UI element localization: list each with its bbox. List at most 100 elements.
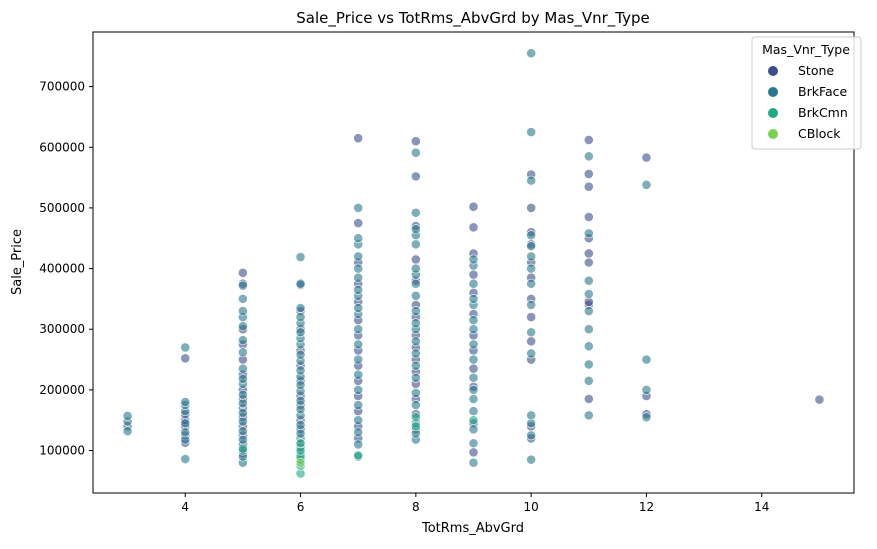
point-brkface-99 [468, 384, 479, 395]
point-brkface-68 [353, 263, 364, 274]
point-brkface-107 [468, 278, 479, 289]
point-brkface-110 [526, 454, 537, 465]
point-brkface-52 [295, 252, 306, 262]
point-brkcmn-9 [410, 412, 421, 423]
x-tick-label-6: 6 [297, 500, 305, 514]
point-brkface-92 [410, 207, 421, 218]
point-brkface-123 [526, 127, 537, 137]
point-brkface-23 [237, 347, 248, 358]
point-brkface-59 [353, 369, 364, 380]
point-brkface-67 [353, 272, 364, 283]
point-brkface-37 [295, 404, 306, 415]
point-brkface-22 [237, 363, 248, 374]
point-brkface-97 [468, 406, 479, 417]
y-tick-label-200000: 200000 [39, 383, 85, 397]
point-brkface-111 [526, 430, 537, 441]
point-stone-77 [526, 312, 537, 322]
point-brkface-58 [353, 384, 364, 395]
point-stone-92 [583, 181, 594, 192]
point-stone-64 [468, 363, 479, 374]
y-axis: 100000 200000 300000 400000 500000 600000 7000… [39, 80, 93, 458]
point-brkface-38 [295, 395, 306, 406]
point-brkface-64 [353, 303, 364, 313]
point-brkface-94 [468, 457, 479, 468]
plot-area [92, 31, 855, 494]
point-stone-85 [583, 394, 594, 404]
point-stone-6 [180, 353, 191, 364]
point-brkface-34 [295, 428, 306, 439]
point-brkface-66 [353, 284, 364, 295]
point-brkface-81 [410, 336, 421, 347]
point-brkface-29 [237, 280, 248, 291]
x-tick-label-12: 12 [639, 500, 654, 514]
point-brkface-0 [122, 426, 133, 437]
point-brkface-49 [295, 312, 306, 322]
x-tick-label-4: 4 [181, 500, 189, 514]
x-axis-label: TotRms_AbvGrd [421, 521, 524, 536]
point-brkface-128 [583, 341, 594, 352]
y-tick-label-700000: 700000 [39, 80, 85, 94]
point-brkface-56 [353, 415, 364, 426]
point-brkface-88 [410, 263, 421, 274]
chart-title: Sale_Price vs TotRms_AbvGrd by Mas_Vnr_T… [296, 9, 649, 28]
legend-marker-cblock [768, 129, 778, 139]
point-brkface-44 [295, 349, 306, 360]
point-brkcmn-8 [410, 421, 421, 432]
legend-entries: Stone BrkFace BrkCmn CBlock [768, 63, 848, 141]
point-brkface-93 [410, 147, 421, 158]
point-brkface-129 [583, 324, 594, 335]
point-brkface-61 [353, 339, 364, 350]
x-tick-label-14: 14 [754, 500, 769, 514]
point-brkface-40 [295, 380, 306, 390]
point-brkface-18 [237, 398, 248, 409]
point-brkface-19 [237, 389, 248, 400]
point-brkface-17 [237, 408, 248, 418]
point-brkface-95 [468, 438, 479, 449]
point-brkface-120 [526, 241, 537, 252]
point-brkface-135 [641, 412, 652, 423]
point-brkface-42 [295, 365, 306, 376]
point-stone-45 [353, 133, 364, 144]
point-brkface-24 [237, 335, 248, 346]
point-cblock-0 [295, 457, 306, 468]
point-brkface-116 [526, 300, 537, 310]
point-brkface-6 [180, 418, 191, 429]
point-brkface-69 [353, 251, 364, 262]
point-brkcmn-6 [295, 438, 306, 449]
point-brkface-15 [237, 426, 248, 437]
point-brkface-102 [468, 339, 479, 350]
legend-marker-brkface [768, 87, 778, 97]
point-brkface-96 [468, 424, 479, 435]
point-brkface-54 [353, 439, 364, 450]
point-stone-83 [526, 203, 537, 213]
point-stone-20 [237, 267, 248, 278]
point-brkface-71 [353, 233, 364, 244]
point-brkface-76 [410, 400, 421, 410]
point-brkface-126 [583, 375, 594, 386]
point-brkface-86 [410, 278, 421, 289]
point-brkface-138 [641, 179, 652, 190]
point-brkface-118 [526, 263, 537, 274]
point-brkface-79 [410, 360, 421, 371]
point-brkface-47 [295, 327, 306, 338]
point-brkface-83 [410, 318, 421, 329]
point-brkcmn-7 [353, 450, 364, 461]
point-stone-44 [353, 218, 364, 228]
point-brkface-57 [353, 400, 364, 410]
point-brkface-35 [295, 420, 306, 430]
x-tick-label-10: 10 [524, 500, 539, 514]
point-stone-59 [410, 171, 421, 182]
point-stone-60 [410, 136, 421, 147]
y-axis-label: Sale_Price [10, 229, 25, 295]
point-brkface-60 [353, 354, 364, 365]
point-brkface-104 [468, 315, 479, 326]
point-stone-89 [583, 248, 594, 259]
point-stone-97 [641, 152, 652, 163]
point-brkface-9 [180, 397, 191, 407]
point-brkface-10 [180, 342, 191, 353]
point-brkface-136 [641, 384, 652, 395]
point-brkface-62 [353, 324, 364, 335]
point-brkface-78 [410, 372, 421, 383]
point-stone-94 [583, 135, 594, 145]
point-brkface-51 [295, 278, 306, 289]
